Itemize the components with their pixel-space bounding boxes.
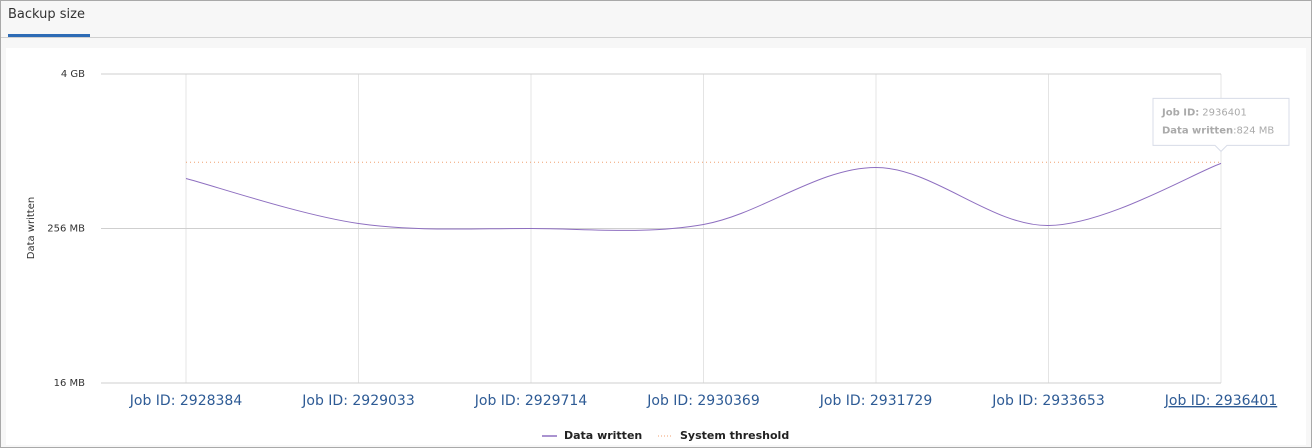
x-tick-label[interactable]: Job ID: 2929033 <box>301 393 414 409</box>
x-tick-label[interactable]: Job ID: 2928384 <box>129 393 243 409</box>
tooltip-key: Job ID: <box>1161 107 1199 118</box>
y-tick-label: 4 GB <box>61 69 85 80</box>
legend-label[interactable]: Data written <box>564 429 642 442</box>
x-tick-label[interactable]: Job ID: 2930369 <box>646 393 759 409</box>
tooltip-key: Data written <box>1162 125 1233 136</box>
legend-label[interactable]: System threshold <box>680 429 789 442</box>
y-axis-title: Data written <box>26 197 37 259</box>
x-tick-label[interactable]: Job ID: 2931729 <box>819 393 932 409</box>
tab-divider <box>1 37 1311 38</box>
tooltip-box <box>1152 97 1290 153</box>
data-line <box>185 162 1222 231</box>
tab-indicator <box>8 34 90 37</box>
tab[interactable]: Backup size <box>8 7 85 22</box>
chart-area <box>6 48 1306 445</box>
y-tick-label: 16 MB <box>54 378 86 389</box>
tooltip-value: 2936401 <box>1202 107 1247 118</box>
tooltip-line: Data written:824 MB <box>1162 125 1274 136</box>
tooltip-value: :824 MB <box>1233 125 1274 136</box>
tooltip: Job ID: 2936401 Data written:824 MB <box>1152 97 1290 153</box>
x-tick-label[interactable]: Job ID: 2929714 <box>474 393 588 409</box>
x-tick-label[interactable]: Job ID: 2936401 <box>1164 393 1277 409</box>
tooltip-line: Job ID: 2936401 <box>1161 107 1247 118</box>
x-tick-label[interactable]: Job ID: 2933653 <box>991 393 1104 409</box>
y-tick-label: 256 MB <box>47 224 85 235</box>
